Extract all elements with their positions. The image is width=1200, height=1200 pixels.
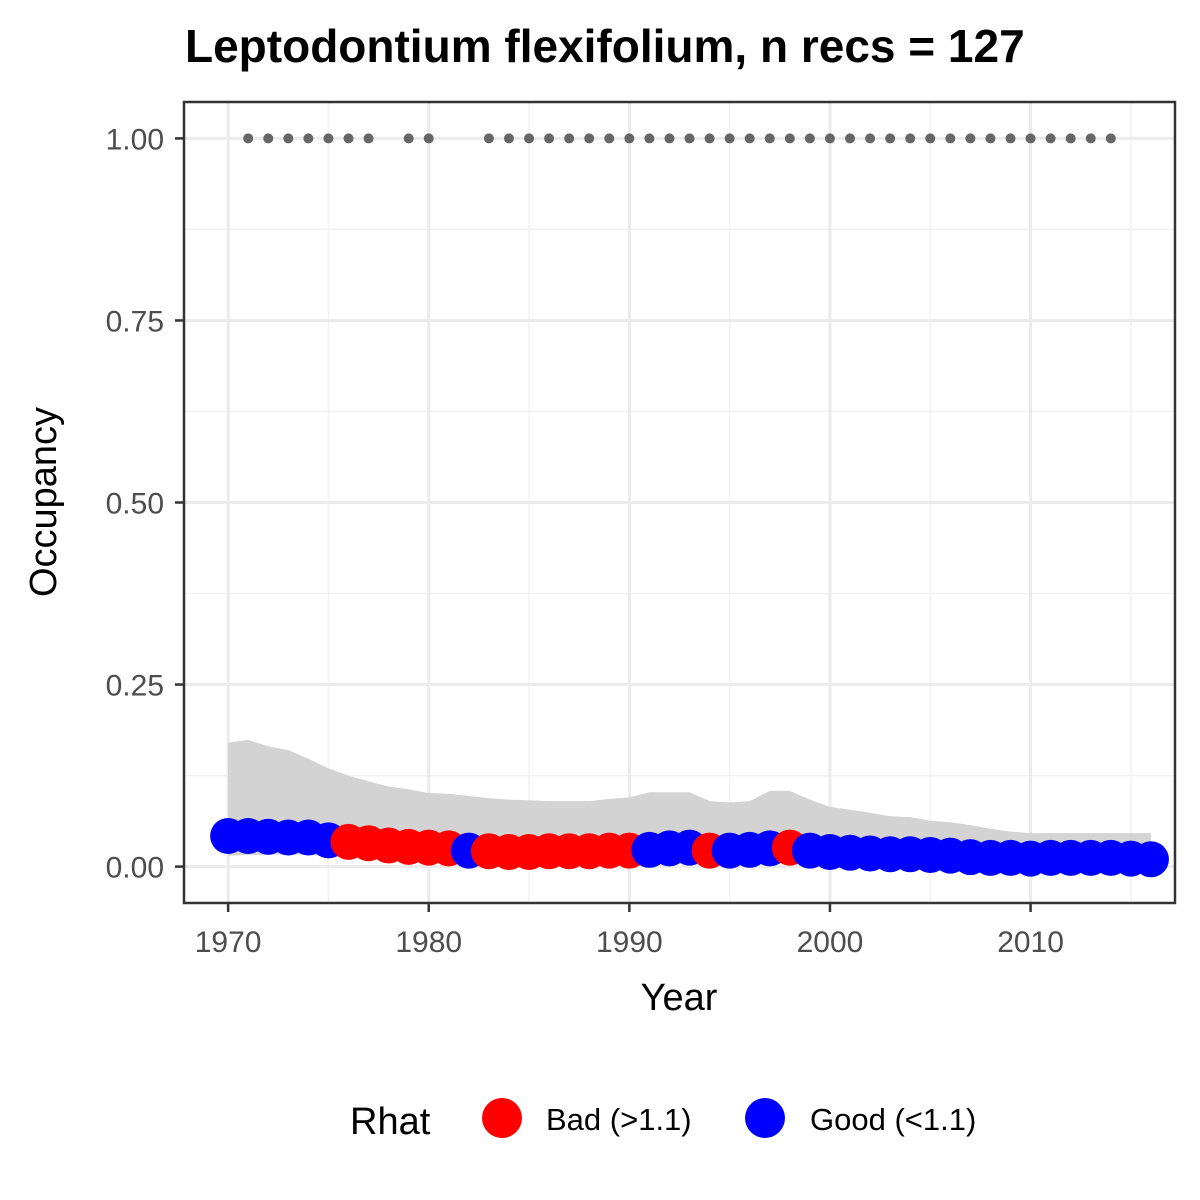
record-point — [584, 133, 595, 144]
legend-label-good: Good (<1.1) — [810, 1102, 976, 1137]
record-point — [544, 133, 555, 144]
record-point — [784, 133, 795, 144]
legend-key-good — [745, 1098, 785, 1138]
record-point — [604, 133, 615, 144]
record-point — [303, 133, 314, 144]
legend-key-bad — [482, 1098, 522, 1138]
y-tick-label: 0.50 — [106, 488, 164, 521]
legend-label-bad: Bad (>1.1) — [546, 1102, 692, 1137]
record-point — [704, 133, 715, 144]
x-tick-label: 2010 — [997, 926, 1064, 959]
credible-interval-ribbon — [228, 739, 1151, 865]
record-point — [865, 133, 876, 144]
record-point — [564, 133, 575, 144]
record-point — [363, 133, 374, 144]
record-point — [905, 133, 916, 144]
record-point — [925, 133, 936, 144]
record-point — [503, 133, 514, 144]
legend-title: Rhat — [350, 1101, 431, 1143]
y-axis-title: Occupancy — [23, 407, 65, 597]
record-point — [624, 133, 635, 144]
record-point — [1085, 133, 1096, 144]
chart-title: Leptodontium flexifolium, n recs = 127 — [185, 20, 1025, 72]
record-point — [1105, 133, 1116, 144]
occupancy-point-good — [1132, 841, 1169, 878]
record-point — [824, 133, 835, 144]
x-axis: 1970 1980 1990 2000 2010 — [195, 903, 1064, 959]
record-point — [1045, 133, 1056, 144]
legend: Rhat Bad (>1.1) Good (<1.1) — [350, 1098, 976, 1143]
record-point — [483, 133, 494, 144]
record-point — [764, 133, 775, 144]
record-point — [644, 133, 655, 144]
record-point — [965, 133, 976, 144]
record-point — [804, 133, 815, 144]
record-point — [1025, 133, 1036, 144]
record-point — [323, 133, 334, 144]
record-point — [423, 133, 434, 144]
record-point — [885, 133, 896, 144]
record-point — [263, 133, 274, 144]
y-tick-label: 1.00 — [106, 123, 164, 156]
x-tick-label: 2000 — [797, 926, 864, 959]
record-point — [744, 133, 755, 144]
record-point — [243, 133, 254, 144]
record-points — [243, 133, 1116, 144]
record-point — [283, 133, 294, 144]
x-tick-label: 1980 — [395, 926, 462, 959]
occupancy-points — [210, 818, 1169, 878]
y-tick-label: 0.75 — [106, 305, 164, 338]
record-point — [724, 133, 735, 144]
record-point — [845, 133, 856, 144]
record-point — [403, 133, 414, 144]
x-tick-label: 1990 — [596, 926, 663, 959]
x-tick-label: 1970 — [195, 926, 262, 959]
record-point — [985, 133, 996, 144]
record-point — [343, 133, 354, 144]
record-point — [684, 133, 695, 144]
y-tick-label: 0.25 — [106, 670, 164, 703]
record-point — [945, 133, 956, 144]
x-axis-title: Year — [641, 977, 718, 1019]
record-point — [664, 133, 675, 144]
record-point — [1005, 133, 1016, 144]
y-axis: 0.00 0.25 0.50 0.75 1.00 — [106, 123, 184, 885]
record-point — [1065, 133, 1076, 144]
record-point — [524, 133, 535, 144]
y-tick-label: 0.00 — [106, 852, 164, 885]
